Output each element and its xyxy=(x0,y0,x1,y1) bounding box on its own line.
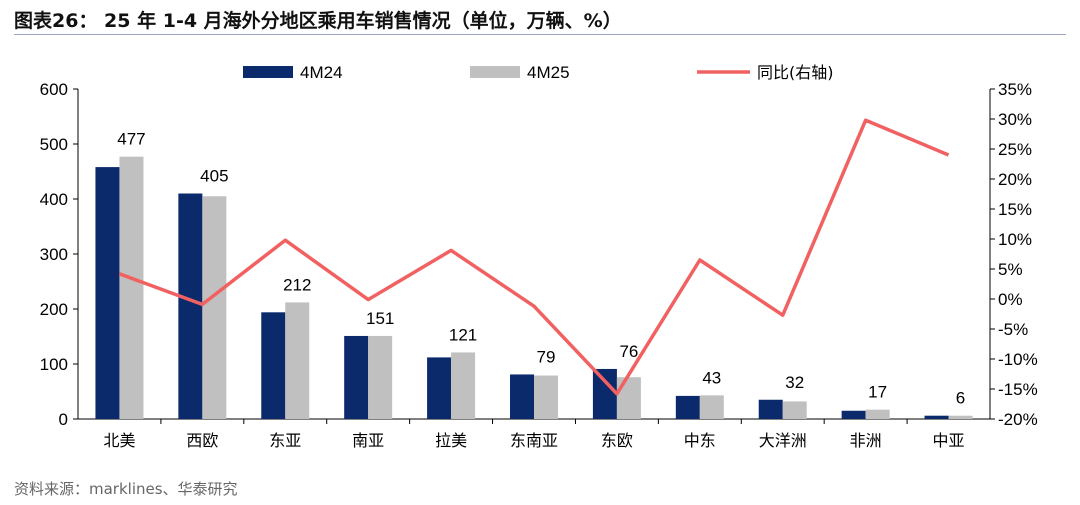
line-yoy xyxy=(118,118,950,396)
bar-4m24 xyxy=(592,368,617,419)
bar-4m25 xyxy=(368,335,393,419)
bar-4m25 xyxy=(285,302,310,419)
y-right-tick-label: 10% xyxy=(998,230,1032,249)
bar-data-label: 151 xyxy=(366,309,394,328)
y-right-tick-label: 35% xyxy=(998,80,1032,99)
bar-4m24 xyxy=(675,395,700,419)
bar-data-label: 17 xyxy=(868,383,887,402)
x-tick-label: 中亚 xyxy=(933,431,965,450)
bar-4m24 xyxy=(344,335,369,419)
bar-data-label: 79 xyxy=(537,347,556,366)
x-tick-label: 东欧 xyxy=(601,431,633,450)
y-right-tick-label: -10% xyxy=(998,350,1038,369)
y-right-tick-label: -15% xyxy=(998,380,1038,399)
x-tick-label: 拉美 xyxy=(435,431,467,450)
bar-data-label: 76 xyxy=(619,342,638,361)
bar-4m25 xyxy=(865,409,890,419)
bar-4m25 xyxy=(616,377,641,419)
bar-4m24 xyxy=(841,410,866,419)
x-tick-label: 北美 xyxy=(103,431,135,450)
y-right-tick-label: 30% xyxy=(998,110,1032,129)
y-right-tick-label: 20% xyxy=(998,170,1032,189)
x-tick-label: 东南亚 xyxy=(510,431,558,450)
title-divider xyxy=(14,34,1066,35)
y-right-tick-label: 25% xyxy=(998,140,1032,159)
bar-4m24 xyxy=(178,193,203,419)
bar-data-label: 212 xyxy=(283,275,311,294)
x-tick-label: 中东 xyxy=(684,431,716,450)
legend-swatch-4m25 xyxy=(470,66,520,78)
bar-data-label: 477 xyxy=(117,130,145,149)
x-tick-label: 非洲 xyxy=(850,431,882,450)
legend-label-4m25: 4M25 xyxy=(527,63,570,82)
bar-4m25 xyxy=(534,375,558,419)
y-right-tick-label: -20% xyxy=(998,410,1038,429)
bar-data-label: 43 xyxy=(702,368,721,387)
bar-data-label: 405 xyxy=(200,167,228,186)
bar-4m24 xyxy=(261,312,286,419)
bar-4m24 xyxy=(758,399,783,419)
bar-4m24 xyxy=(95,167,120,419)
y-right-tick-label: 15% xyxy=(998,200,1032,219)
chart: 0 100 200 300 400 500 600 -20% -15% -10% -5% 0% 5% 10… xyxy=(40,63,1038,450)
y-left-tick-label: 0 xyxy=(59,410,68,429)
bar-4m25 xyxy=(451,352,476,419)
bar-4m24 xyxy=(924,415,949,419)
y-right-tick-label: -5% xyxy=(998,320,1028,339)
y-left-tick-label: 100 xyxy=(40,355,68,374)
bar-4m25 xyxy=(782,401,807,419)
chart-title: 图表26： 25 年 1-4 月海外分地区乘用车销售情况（单位，万辆、%） xyxy=(14,10,622,32)
y-left-tick-label: 500 xyxy=(40,135,68,154)
y-left-tick-label: 400 xyxy=(40,190,68,209)
y-left-tick-label: 300 xyxy=(40,245,68,264)
x-tick-label: 东亚 xyxy=(269,431,301,450)
bar-4m24 xyxy=(510,374,534,419)
source-note: 资料来源：marklines、华泰研究 xyxy=(14,480,238,498)
bar-4m25 xyxy=(699,395,724,419)
bar-data-label: 32 xyxy=(785,373,804,392)
x-tick-label: 西欧 xyxy=(186,431,218,450)
legend-label-4m24: 4M24 xyxy=(300,63,343,82)
y-right-tick-label: 5% xyxy=(998,260,1023,279)
legend-swatch-4m24 xyxy=(243,66,293,78)
bar-4m25 xyxy=(202,196,227,419)
x-tick-label: 大洋洲 xyxy=(759,431,807,450)
y-right-tick-label: 0% xyxy=(998,290,1023,309)
bar-4m25 xyxy=(948,415,973,419)
bar-4m25 xyxy=(119,156,144,419)
bar-4m24 xyxy=(427,357,452,419)
legend-label-yoy: 同比(右轴) xyxy=(757,63,834,82)
y-left-tick-label: 600 xyxy=(40,80,68,99)
x-tick-label: 南亚 xyxy=(352,431,384,450)
bar-data-label: 6 xyxy=(956,389,965,408)
y-left-tick-label: 200 xyxy=(40,300,68,319)
bar-data-label: 121 xyxy=(449,325,477,344)
